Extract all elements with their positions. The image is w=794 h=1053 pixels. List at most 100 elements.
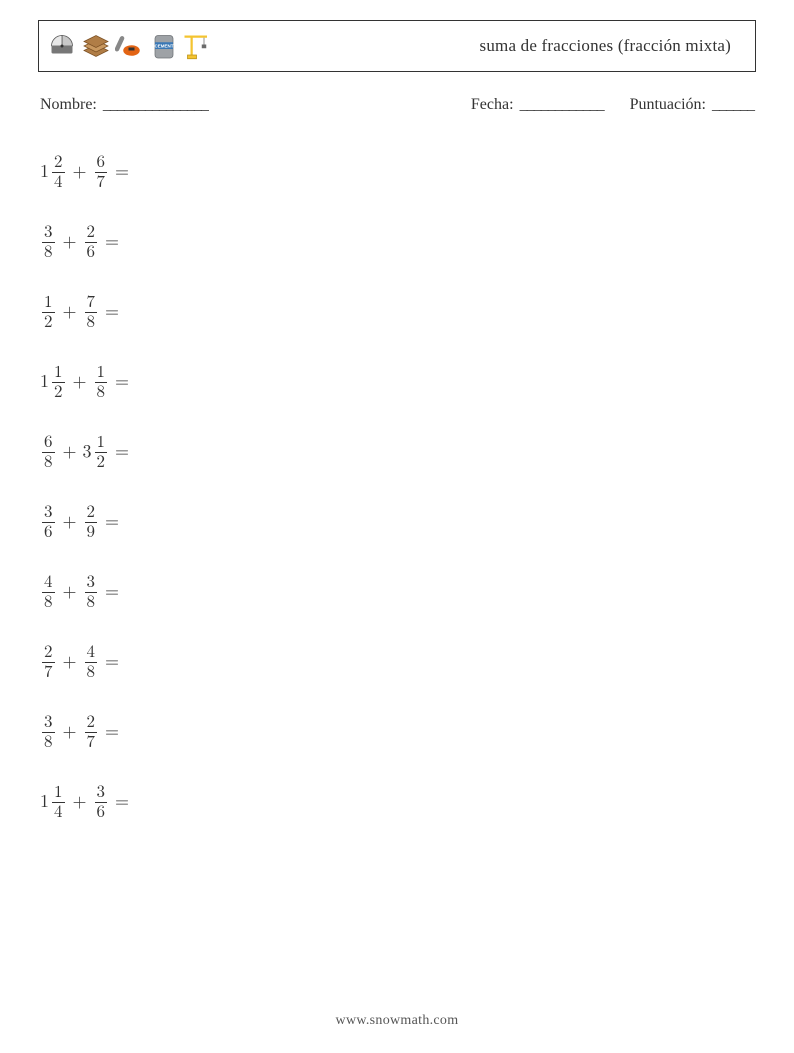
denominator: 8: [42, 243, 55, 261]
denominator: 7: [85, 733, 98, 751]
denominator: 6: [95, 803, 108, 821]
denominator: 2: [42, 313, 55, 331]
problem-row: 6 8 +3 1 2 =: [40, 428, 756, 476]
date-label: Fecha:: [471, 96, 514, 114]
equals-sign: =: [105, 651, 119, 673]
numerator: 2: [85, 714, 98, 733]
plus-operator: +: [73, 371, 87, 393]
saw-icon: [47, 27, 77, 65]
numerator: 3: [95, 784, 108, 803]
equals-sign: =: [105, 511, 119, 533]
plus-operator: +: [73, 791, 87, 813]
denominator: 6: [42, 523, 55, 541]
denominator: 2: [95, 453, 108, 471]
numerator: 1: [95, 364, 108, 383]
problem-row: 1 1 4 + 3 6 =: [40, 778, 756, 826]
denominator: 8: [42, 733, 55, 751]
denominator: 8: [85, 663, 98, 681]
problem-row: 1 2 4 + 6 7 =: [40, 148, 756, 196]
whole-b: 3: [83, 441, 92, 463]
fraction-a: 3 6: [42, 504, 55, 541]
numerator: 3: [42, 504, 55, 523]
fraction-a: 3 8: [42, 714, 55, 751]
name-label: Nombre:: [40, 96, 97, 114]
fraction-b: 3 6: [95, 784, 108, 821]
numerator: 6: [95, 154, 108, 173]
numerator: 6: [42, 434, 55, 453]
numerator: 2: [52, 154, 65, 173]
whole-a: 1: [40, 161, 49, 183]
fraction-b: 1 2: [95, 434, 108, 471]
denominator: 8: [42, 593, 55, 611]
denominator: 9: [85, 523, 98, 541]
equals-sign: =: [105, 581, 119, 603]
fraction-a: 2 7: [42, 644, 55, 681]
numerator: 2: [85, 504, 98, 523]
denominator: 2: [52, 383, 65, 401]
fraction-a: 4 8: [42, 574, 55, 611]
fraction-b: 6 7: [95, 154, 108, 191]
problems-list: 1 2 4 + 6 7 = 3 8 + 2 6 =: [38, 148, 756, 826]
footer-url: www.snowmath.com: [0, 1013, 794, 1029]
name-blank: _______________: [103, 96, 208, 114]
whole-a: 1: [40, 371, 49, 393]
fraction-a: 1 2: [52, 364, 65, 401]
problem-row: 1 2 + 7 8 =: [40, 288, 756, 336]
numerator: 4: [85, 644, 98, 663]
denominator: 7: [42, 663, 55, 681]
plus-operator: +: [63, 651, 77, 673]
equals-sign: =: [105, 301, 119, 323]
fraction-a: 1 4: [52, 784, 65, 821]
plus-operator: +: [63, 441, 77, 463]
numerator: 1: [52, 364, 65, 383]
problem-row: 1 1 2 + 1 8 =: [40, 358, 756, 406]
denominator: 8: [95, 383, 108, 401]
numerator: 2: [85, 224, 98, 243]
denominator: 8: [85, 593, 98, 611]
problem-row: 4 8 + 3 8 =: [40, 568, 756, 616]
plus-operator: +: [63, 511, 77, 533]
info-line: Nombre: _______________ Fecha: _________…: [38, 96, 756, 114]
whole-a: 1: [40, 791, 49, 813]
fraction-a: 6 8: [42, 434, 55, 471]
equals-sign: =: [105, 721, 119, 743]
chainsaw-icon: [115, 27, 145, 65]
fraction-b: 1 8: [95, 364, 108, 401]
fraction-b: 4 8: [85, 644, 98, 681]
denominator: 8: [85, 313, 98, 331]
fraction-b: 2 6: [85, 224, 98, 261]
denominator: 4: [52, 173, 65, 191]
wood-icon: [81, 27, 111, 65]
problem-row: 3 8 + 2 6 =: [40, 218, 756, 266]
numerator: 7: [85, 294, 98, 313]
numerator: 3: [85, 574, 98, 593]
equals-sign: =: [115, 441, 129, 463]
numerator: 3: [42, 714, 55, 733]
problem-row: 2 7 + 4 8 =: [40, 638, 756, 686]
plus-operator: +: [63, 581, 77, 603]
fraction-b: 2 9: [85, 504, 98, 541]
fraction-a: 1 2: [42, 294, 55, 331]
fraction-b: 2 7: [85, 714, 98, 751]
equals-sign: =: [115, 791, 129, 813]
plus-operator: +: [73, 161, 87, 183]
denominator: 8: [42, 453, 55, 471]
denominator: 4: [52, 803, 65, 821]
date-blank: ____________: [520, 96, 604, 114]
numerator: 3: [42, 224, 55, 243]
numerator: 1: [42, 294, 55, 313]
crane-icon: [183, 27, 213, 65]
equals-sign: =: [115, 371, 129, 393]
denominator: 6: [85, 243, 98, 261]
numerator: 1: [52, 784, 65, 803]
equals-sign: =: [105, 231, 119, 253]
numerator: 2: [42, 644, 55, 663]
problem-row: 3 8 + 2 7 =: [40, 708, 756, 756]
plus-operator: +: [63, 721, 77, 743]
worksheet-title: suma de fracciones (fracción mixta): [480, 36, 742, 56]
score-blank: ______: [712, 96, 754, 114]
fraction-a: 3 8: [42, 224, 55, 261]
worksheet-header: CEMENT suma de fracciones (fracción mixt…: [38, 20, 756, 72]
fraction-b: 3 8: [85, 574, 98, 611]
fraction-b: 7 8: [85, 294, 98, 331]
